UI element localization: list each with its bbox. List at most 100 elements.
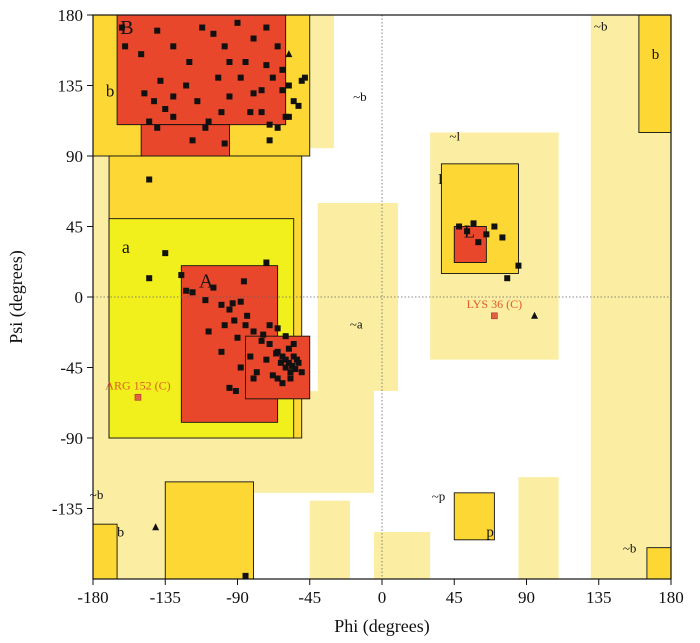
region-allowed bbox=[453, 492, 495, 541]
residue-point bbox=[282, 364, 289, 371]
residue-point bbox=[146, 176, 153, 183]
region-label: b bbox=[117, 526, 124, 541]
residue-point bbox=[266, 137, 273, 144]
residue-point bbox=[292, 366, 299, 373]
residue-point bbox=[218, 301, 225, 308]
y-tick-label: 0 bbox=[75, 288, 84, 307]
residue-point bbox=[263, 259, 270, 266]
region-generous bbox=[317, 203, 399, 391]
y-tick-label: -135 bbox=[52, 500, 83, 519]
region-core bbox=[116, 14, 287, 126]
residue-point bbox=[263, 356, 270, 363]
x-tick-label: -90 bbox=[226, 588, 249, 607]
residue-point bbox=[122, 43, 129, 50]
residue-point bbox=[154, 27, 161, 34]
region-label: ~p bbox=[432, 489, 446, 504]
x-tick-label: -135 bbox=[150, 588, 181, 607]
outlier-point bbox=[134, 393, 142, 401]
residue-point bbox=[242, 572, 249, 579]
region-label: p bbox=[486, 525, 494, 541]
region-label: ~a bbox=[350, 316, 363, 331]
region-generous bbox=[309, 500, 350, 579]
residue-point bbox=[258, 87, 265, 94]
residue-point bbox=[170, 93, 177, 100]
residue-point bbox=[279, 380, 286, 387]
residue-point bbox=[162, 250, 169, 257]
y-axis: 180 135 90 45 0 -45 -90 -135 bbox=[52, 6, 93, 519]
residue-point bbox=[285, 82, 292, 89]
residue-point bbox=[178, 272, 185, 279]
residue-point bbox=[226, 384, 233, 391]
residue-point bbox=[301, 74, 308, 81]
glycine-point bbox=[285, 50, 293, 58]
residue-point bbox=[274, 43, 281, 50]
residue-point bbox=[295, 359, 302, 366]
residue-point bbox=[464, 228, 471, 235]
residue-point bbox=[146, 118, 153, 125]
residue-point bbox=[289, 362, 296, 369]
x-tick-label: 90 bbox=[518, 588, 535, 607]
residue-point bbox=[154, 124, 161, 131]
residue-point bbox=[250, 328, 257, 335]
residue-point bbox=[250, 35, 257, 42]
residue-point bbox=[274, 375, 281, 382]
residue-point bbox=[221, 140, 228, 147]
outlier-label: LYS 36 (C) bbox=[467, 297, 522, 311]
residue-point bbox=[237, 298, 244, 305]
residue-point bbox=[293, 356, 300, 363]
residue-point bbox=[138, 51, 145, 58]
residue-point bbox=[279, 87, 286, 94]
residue-point bbox=[218, 109, 225, 116]
region-core bbox=[245, 335, 311, 400]
residue-point bbox=[170, 43, 177, 50]
residue-point bbox=[290, 341, 297, 347]
residue-point bbox=[470, 220, 477, 227]
residue-point bbox=[475, 239, 482, 246]
residue-point bbox=[242, 322, 249, 329]
residue-point bbox=[287, 375, 294, 382]
x-axis-title: Phi (degrees) bbox=[334, 616, 429, 637]
y-tick-label: 90 bbox=[66, 147, 83, 166]
residue-point bbox=[202, 124, 209, 131]
x-tick-label: 45 bbox=[446, 588, 463, 607]
region-allowed bbox=[646, 547, 672, 580]
residue-point bbox=[269, 372, 276, 379]
residue-point bbox=[234, 19, 241, 26]
residue-point bbox=[277, 359, 284, 366]
residue-point bbox=[285, 359, 292, 366]
residue-point bbox=[205, 328, 212, 335]
residue-point bbox=[151, 98, 158, 105]
residue-point bbox=[274, 325, 281, 332]
residue-point bbox=[189, 137, 196, 144]
region-allowed bbox=[92, 523, 118, 580]
residue-point bbox=[266, 341, 273, 347]
x-tick-label: 135 bbox=[586, 588, 612, 607]
region-label: b bbox=[652, 47, 660, 63]
residue-point bbox=[215, 74, 222, 81]
outlier-point bbox=[491, 312, 498, 320]
residue-point bbox=[242, 59, 249, 65]
residue-point bbox=[231, 317, 238, 324]
residue-point bbox=[504, 275, 511, 282]
residue-point bbox=[298, 77, 305, 84]
glycine-point bbox=[152, 523, 160, 531]
region-label: ~l bbox=[449, 128, 460, 143]
residue-point bbox=[483, 231, 490, 238]
x-tick-label: -180 bbox=[77, 588, 108, 607]
residue-point bbox=[260, 331, 267, 338]
residue-point bbox=[141, 90, 148, 97]
residue-point bbox=[250, 375, 257, 382]
residue-point bbox=[189, 289, 196, 296]
residue-point bbox=[232, 388, 239, 394]
outlier-label: ARG 152 (C) bbox=[105, 378, 170, 392]
glycine-point bbox=[531, 311, 539, 319]
residue-point bbox=[269, 74, 276, 81]
data-points bbox=[118, 19, 539, 579]
residue-point bbox=[237, 74, 244, 81]
y-tick-label: 135 bbox=[58, 77, 84, 96]
residue-point bbox=[199, 24, 206, 31]
residue-point bbox=[253, 369, 260, 376]
residue-point bbox=[210, 284, 217, 291]
x-axis: -180 -135 -90 -45 0 45 90 135 180 bbox=[77, 579, 684, 607]
residue-point bbox=[499, 234, 506, 241]
